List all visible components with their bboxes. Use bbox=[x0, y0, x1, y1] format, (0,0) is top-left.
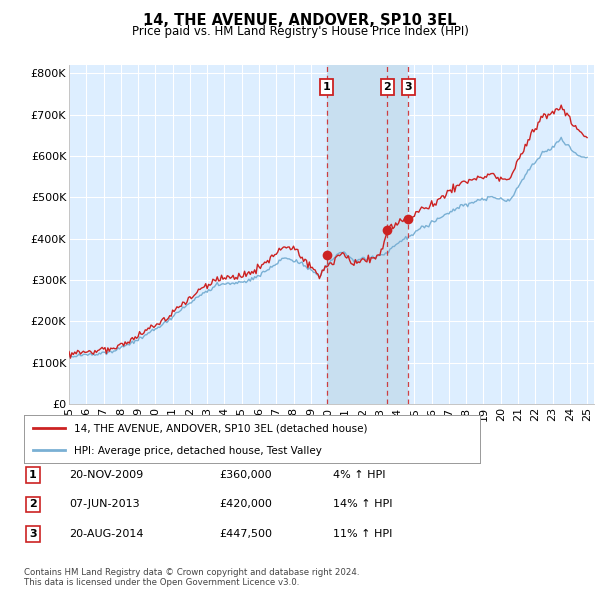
Text: 14, THE AVENUE, ANDOVER, SP10 3EL: 14, THE AVENUE, ANDOVER, SP10 3EL bbox=[143, 13, 457, 28]
Text: 20-AUG-2014: 20-AUG-2014 bbox=[69, 529, 143, 539]
Bar bbox=[326, 65, 408, 404]
Text: £447,500: £447,500 bbox=[219, 529, 272, 539]
Text: 2: 2 bbox=[29, 500, 37, 509]
Text: £420,000: £420,000 bbox=[219, 500, 272, 509]
Text: 4% ↑ HPI: 4% ↑ HPI bbox=[333, 470, 386, 480]
Text: 07-JUN-2013: 07-JUN-2013 bbox=[69, 500, 140, 509]
Text: 3: 3 bbox=[404, 82, 412, 92]
Text: 14% ↑ HPI: 14% ↑ HPI bbox=[333, 500, 392, 509]
Text: 2: 2 bbox=[383, 82, 391, 92]
Text: 11% ↑ HPI: 11% ↑ HPI bbox=[333, 529, 392, 539]
Text: 1: 1 bbox=[323, 82, 331, 92]
Text: £360,000: £360,000 bbox=[219, 470, 272, 480]
Text: 3: 3 bbox=[29, 529, 37, 539]
Text: HPI: Average price, detached house, Test Valley: HPI: Average price, detached house, Test… bbox=[74, 445, 322, 455]
Text: 20-NOV-2009: 20-NOV-2009 bbox=[69, 470, 143, 480]
Text: Price paid vs. HM Land Registry's House Price Index (HPI): Price paid vs. HM Land Registry's House … bbox=[131, 25, 469, 38]
Text: 1: 1 bbox=[29, 470, 37, 480]
Text: Contains HM Land Registry data © Crown copyright and database right 2024.
This d: Contains HM Land Registry data © Crown c… bbox=[24, 568, 359, 587]
Text: 14, THE AVENUE, ANDOVER, SP10 3EL (detached house): 14, THE AVENUE, ANDOVER, SP10 3EL (detac… bbox=[74, 423, 368, 433]
